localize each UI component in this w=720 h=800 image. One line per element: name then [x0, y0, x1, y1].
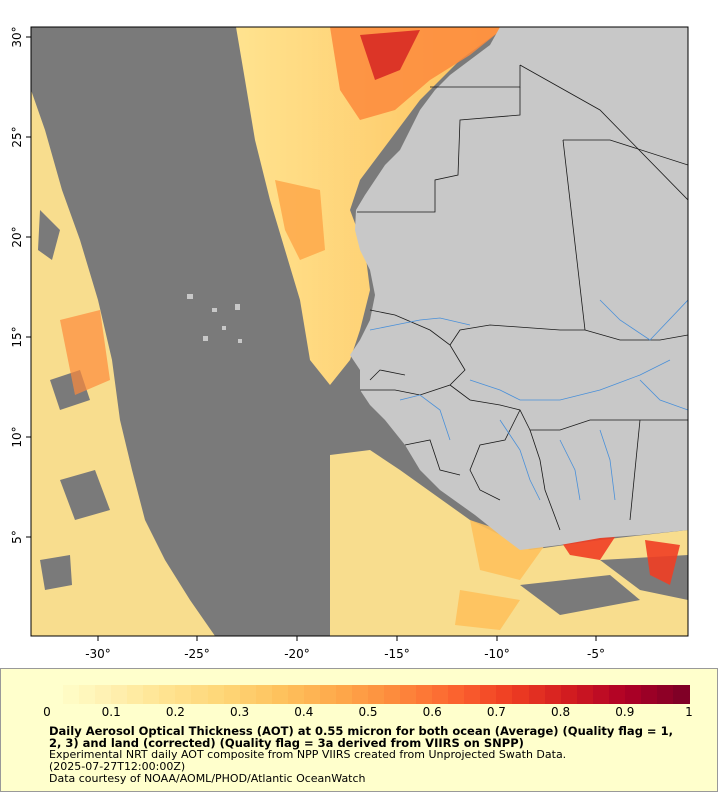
colorbar-step [560, 685, 578, 704]
x-tick-label: -20° [284, 647, 310, 661]
aot-haze-west [60, 310, 110, 395]
colorbar-step [400, 685, 418, 704]
colorbar-step [159, 685, 177, 704]
colorbar-step [432, 685, 450, 704]
colorbar-tick-label: 0.7 [486, 705, 506, 719]
colorbar-step [592, 685, 611, 704]
y-tick-label: 20° [10, 226, 24, 247]
y-tick-label: 25° [10, 126, 24, 147]
colorbar-tick-label: 0.1 [101, 705, 121, 719]
y-tick-label: 30° [10, 26, 24, 47]
map-frame-border [30, 26, 689, 637]
aot-map: -30° -25° -20° -15° -10° -5° 30° 25° 20°… [10, 26, 689, 661]
colorbar-tick-label: 0.5 [358, 705, 378, 719]
axis-ticks [26, 36, 597, 641]
aot-dust-core [360, 30, 420, 80]
aot-swath-west-gaps [38, 210, 110, 590]
colorbar-step [351, 685, 370, 704]
country-borders [357, 64, 688, 531]
colorbar-tick-label: 0.6 [422, 705, 442, 719]
x-tick-label: -10° [484, 647, 510, 661]
map-panel: -30° -25° -20° -15° -10° -5° 30° 25° 20°… [10, 26, 689, 661]
colorbar-step [127, 685, 145, 704]
rivers [369, 299, 688, 501]
y-tick-label: 5° [10, 530, 24, 544]
aot-coastal-haze [275, 180, 325, 260]
colorbar-step [640, 685, 659, 704]
colorbar-step [207, 685, 225, 704]
colorbar-step [608, 685, 627, 704]
legend-timestamp: (2025-07-27T12:00:00Z) [49, 760, 186, 773]
colorbar-step [624, 685, 643, 704]
colorbar-tick-label: 0.9 [615, 705, 635, 719]
aot-swath-coastal [236, 27, 505, 385]
colorbar-step [528, 685, 546, 704]
cape-verde-islands [187, 294, 242, 343]
colorbar-step [672, 685, 691, 704]
colorbar-step [191, 685, 209, 704]
colorbar-tick-label: 0 [43, 705, 51, 719]
colorbar-step [496, 685, 514, 704]
colorbar-tick-label: 0.3 [230, 705, 250, 719]
colorbar-step [239, 685, 257, 704]
colorbar-step [512, 685, 530, 704]
y-tick-label: 10° [10, 426, 24, 447]
colorbar-step [368, 685, 386, 704]
colorbar-step [271, 685, 290, 704]
colorbar-step [544, 685, 562, 704]
colorbar-tick-label: 1 [685, 705, 693, 719]
colorbar-tick-labels: 0 0.1 0.2 0.3 0.4 0.5 0.6 0.7 0.8 0.9 1 [43, 705, 693, 729]
x-tick-label: -15° [384, 647, 410, 661]
colorbar-step [223, 685, 241, 704]
colorbar-tick-label: 0.8 [551, 705, 571, 719]
colorbar-tick-label: 0.4 [294, 705, 314, 719]
x-tick-label: -30° [85, 647, 111, 661]
colorbar-step [319, 685, 338, 704]
colorbar-step [384, 685, 402, 704]
aot-south-gaps [520, 555, 688, 615]
colorbar-step [111, 685, 129, 704]
colorbar-step [303, 685, 322, 704]
colorbar-step [47, 685, 65, 704]
colorbar-step [576, 685, 594, 704]
colorbar-step [175, 685, 193, 704]
map-caption: Daily Aerosol Optical Thickness (AOT) at… [49, 725, 689, 785]
colorbar-step [335, 685, 354, 704]
legend-credit: Data courtesy of NOAA/AOML/PHOD/Atlantic… [49, 772, 366, 785]
colorbar-step [95, 685, 113, 704]
colorbar-step [448, 685, 466, 704]
x-tick-label: -5° [587, 647, 605, 661]
aot-coast-hotspot [560, 537, 680, 585]
colorbar-step [287, 685, 306, 704]
west-africa-landmass [350, 27, 688, 550]
colorbar [47, 685, 691, 704]
colorbar-step [63, 685, 81, 704]
legend-subtitle: Experimental NRT daily AOT composite fro… [49, 748, 567, 761]
legend-title: Daily Aerosol Optical Thickness (AOT) at… [49, 724, 673, 750]
colorbar-step [480, 685, 498, 704]
y-tick-label: 15° [10, 326, 24, 347]
colorbar-step [464, 685, 482, 704]
x-tick-label: -25° [184, 647, 210, 661]
colorbar-tick-label: 0.2 [165, 705, 185, 719]
colorbar-step [255, 685, 273, 704]
colorbar-step [656, 685, 675, 704]
colorbar-step [416, 685, 434, 704]
colorbar-step [79, 685, 97, 704]
colorbar-step [143, 685, 161, 704]
legend-panel: 0 0.1 0.2 0.3 0.4 0.5 0.6 0.7 0.8 0.9 1 … [0, 668, 718, 792]
